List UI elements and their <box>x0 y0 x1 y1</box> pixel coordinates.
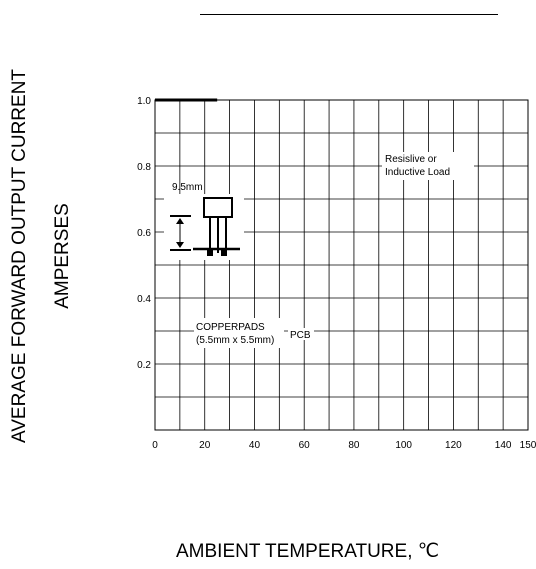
x-tick-label: 140 <box>495 440 512 451</box>
y-tick-label: 0.2 <box>137 360 151 371</box>
dimension-label: 9.5mm <box>172 182 203 193</box>
pads-annotation: COPPERPADS (5.5mm x 5.5mm) PCB <box>194 318 314 348</box>
x-tick-label: 40 <box>249 440 261 451</box>
pads-label-line1: COPPERPADS <box>196 322 265 333</box>
x-tick-label: 20 <box>199 440 211 451</box>
x-axis-label: AMBIENT TEMPERATURE, ℃ <box>176 541 440 562</box>
top-rule <box>200 14 498 15</box>
y-tick-label: 1.0 <box>137 96 151 107</box>
x-tick-label: 60 <box>299 440 311 451</box>
load-label-line2: Inductive Load <box>385 167 450 178</box>
x-tick-label: 150 <box>520 440 536 451</box>
y-tick-label: 0.6 <box>137 228 151 239</box>
load-label-line1: Resislive or <box>385 154 437 165</box>
y-tick-label: 0.4 <box>137 294 151 305</box>
load-annotation: Resislive or Inductive Load <box>382 152 474 180</box>
component-drawing: 9.5mm <box>164 182 244 260</box>
x-tick-label: 80 <box>348 440 360 451</box>
y-tick-label: 0.8 <box>137 162 151 173</box>
x-tick-label: 100 <box>395 440 412 451</box>
x-tick-label: 120 <box>445 440 462 451</box>
pcb-label: PCB <box>290 330 311 341</box>
x-tick-label: 0 <box>152 440 158 451</box>
pads-label-line2: (5.5mm x 5.5mm) <box>196 335 274 346</box>
